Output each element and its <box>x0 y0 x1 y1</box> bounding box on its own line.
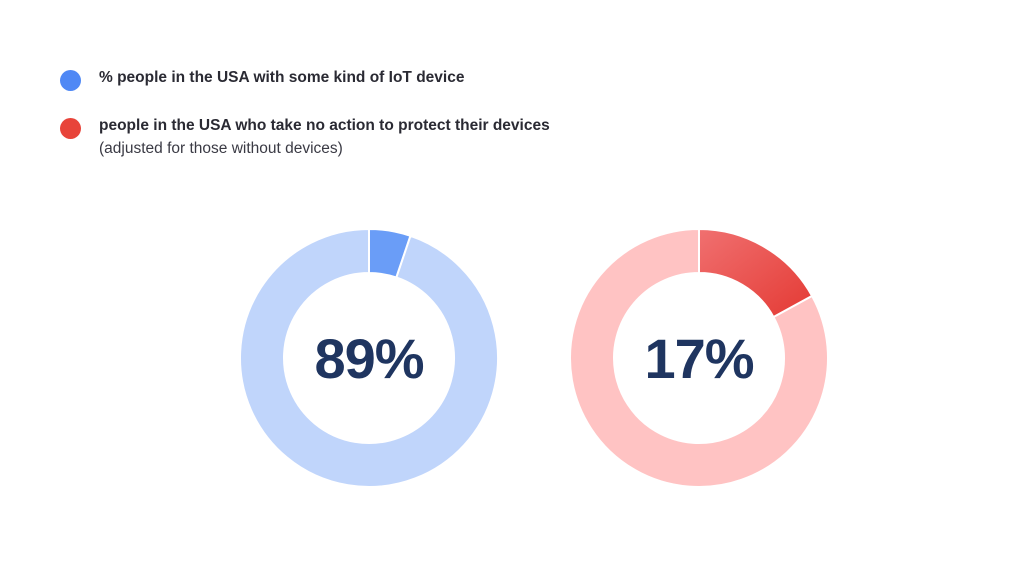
blue-dot-icon <box>60 70 81 91</box>
donut-slice-iot-main <box>239 227 499 488</box>
red-dot-icon <box>60 118 81 139</box>
donut-slice-no-protection-highlight <box>698 227 814 319</box>
donut-center-label-no-protection: 17% <box>644 327 753 390</box>
legend-label-iot-device: % people in the USA with some kind of Io… <box>99 69 465 86</box>
donut-slice-iot-highlight <box>368 227 412 279</box>
legend-note-adjusted: (adjusted for those without devices) <box>99 140 343 157</box>
donut-chart-no-protection: 17% <box>569 227 829 488</box>
donut-slice-no-protection-remainder <box>569 227 829 488</box>
legend-label-no-protection: people in the USA who take no action to … <box>99 117 550 134</box>
chart-legend: % people in the USA with some kind of Io… <box>58 62 550 161</box>
legend-item-iot-device: % people in the USA with some kind of Io… <box>58 62 550 112</box>
donut-chart-iot: 89% <box>239 227 499 488</box>
legend-item-no-protection: people in the USA who take no action to … <box>58 112 550 161</box>
donut-center-label-iot: 89% <box>314 327 423 390</box>
